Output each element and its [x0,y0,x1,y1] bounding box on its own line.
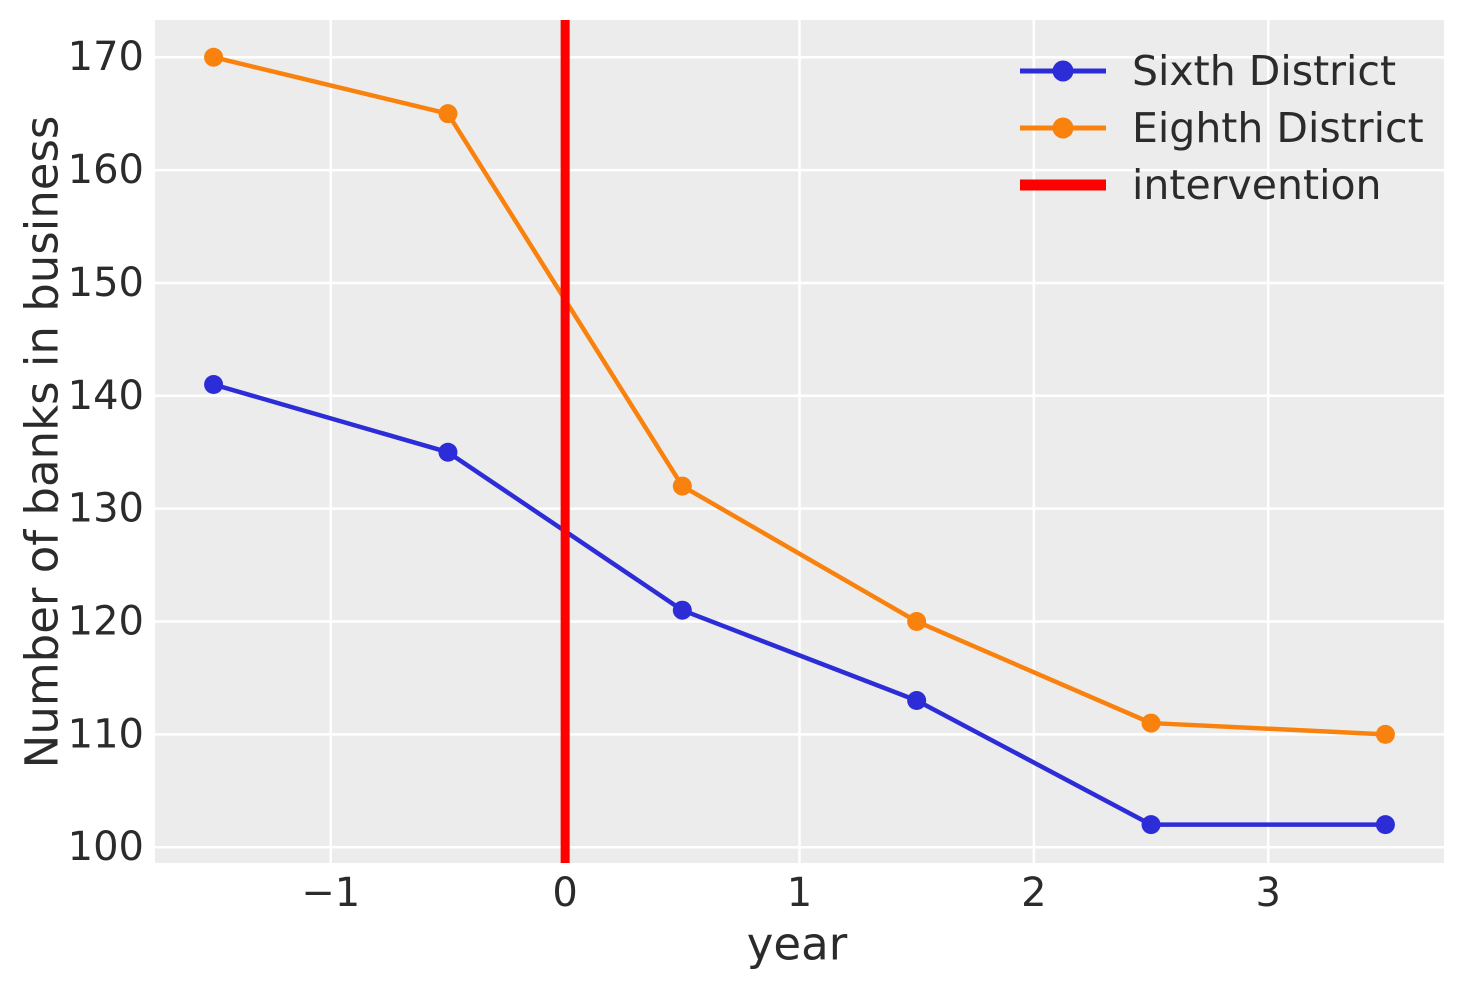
data-point-sixth-district-5 [1375,815,1395,835]
legend-item-eighth-district: Eighth District [1020,104,1424,152]
y-tick-label-170: 170 [68,34,144,80]
data-point-sixth-district-4 [1141,815,1161,835]
legend-swatch-marker-sixth-district [1052,60,1074,82]
data-point-eighth-district-3 [907,611,927,631]
y-axis-label: Number of banks in business [16,116,69,769]
legend-item-intervention: intervention [1020,161,1382,209]
y-tick-label-150: 150 [68,260,144,306]
legend-label-eighth-district: Eighth District [1132,104,1424,152]
y-tick-label-160: 160 [68,147,144,193]
y-tick-label-110: 110 [68,711,144,757]
legend-label-intervention: intervention [1132,161,1382,209]
plot-layer: 100 110 120 130 140 150 160 170 −1 0 1 2 3 [68,20,1444,916]
legend: Sixth District Eighth District intervent… [1020,47,1424,209]
data-point-eighth-district-5 [1375,724,1395,744]
x-tick-label-3: 3 [1256,870,1281,916]
legend-item-sixth-district: Sixth District [1020,47,1396,95]
legend-swatch-marker-eighth-district [1052,117,1074,139]
data-point-sixth-district-1 [438,442,458,462]
data-point-sixth-district-3 [907,690,927,710]
x-tick-label-0: 0 [552,870,577,916]
data-point-sixth-district-2 [672,600,692,620]
data-point-sixth-district-0 [204,375,224,395]
x-tick-label-1: 1 [787,870,812,916]
data-point-eighth-district-4 [1141,713,1161,733]
series-line-sixth-district [211,382,1388,827]
data-point-eighth-district-1 [438,104,458,124]
x-tick-label-2: 2 [1021,870,1046,916]
y-tick-label-120: 120 [68,598,144,644]
y-tick-label-140: 140 [68,373,144,419]
legend-label-sixth-district: Sixth District [1132,47,1396,95]
y-tick-label-130: 130 [68,486,144,532]
series-line-eighth-district [211,54,1388,737]
data-point-eighth-district-0 [204,47,224,67]
data-point-eighth-district-2 [672,476,692,496]
x-tick-label--1: −1 [301,870,360,916]
x-axis-label: year [747,918,848,971]
y-tick-label-100: 100 [68,824,144,870]
